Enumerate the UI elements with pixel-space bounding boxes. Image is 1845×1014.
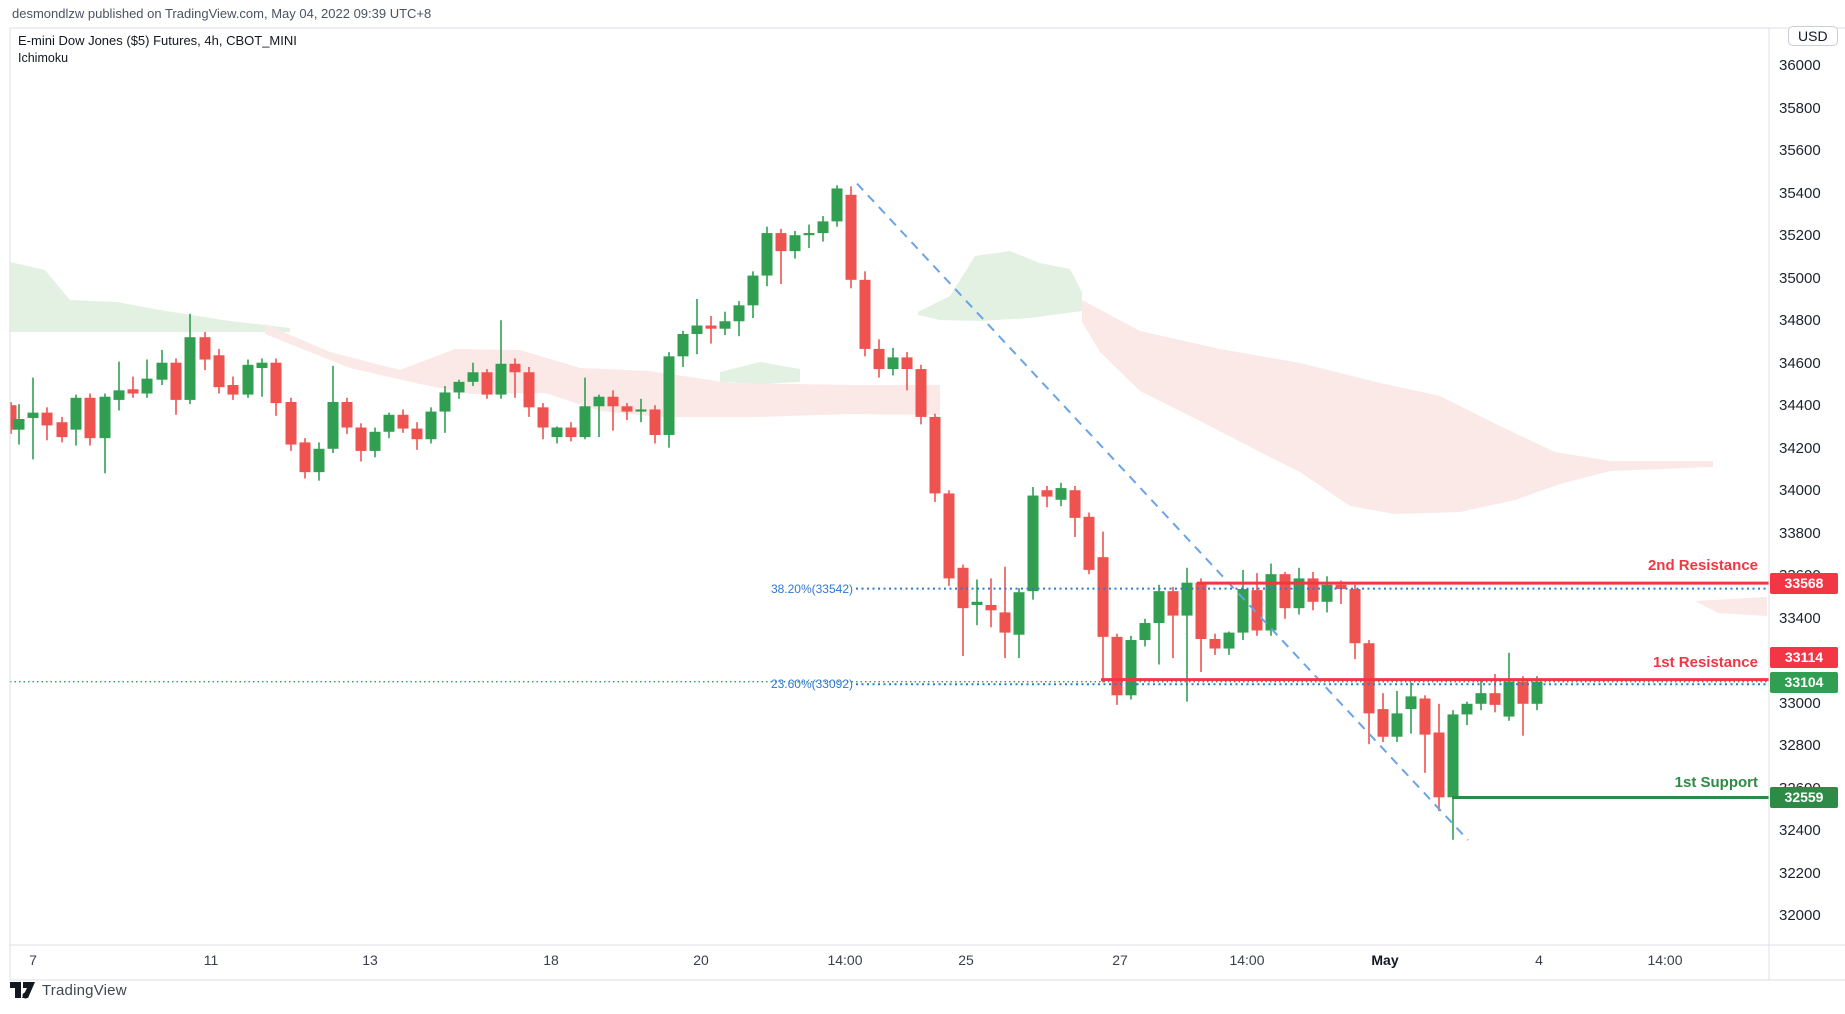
price-badge: 33104 xyxy=(1770,672,1838,694)
price-tick: 32400 xyxy=(1779,822,1821,840)
tradingview-wordmark: TradingView xyxy=(42,982,127,999)
time-tick: 14:00 xyxy=(1229,952,1265,968)
price-tick: 33400 xyxy=(1779,609,1821,627)
price-tick: 34400 xyxy=(1779,397,1821,415)
price-tick: 32000 xyxy=(1779,907,1821,925)
price-tick: 35800 xyxy=(1779,99,1821,117)
price-tick: 36000 xyxy=(1779,57,1821,75)
fib-label-382: 38.20%(33542) xyxy=(770,581,853,596)
currency-badge: USD xyxy=(1788,26,1838,46)
publish-info-text: desmondlzw published on TradingView.com,… xyxy=(12,6,432,21)
price-tick: 33000 xyxy=(1779,694,1821,712)
price-badge: 32559 xyxy=(1770,787,1838,808)
price-tick: 32800 xyxy=(1779,737,1821,755)
price-badge: 33568 xyxy=(1770,572,1838,594)
price-tick: 34600 xyxy=(1779,354,1821,372)
publish-info-bar: desmondlzw published on TradingView.com,… xyxy=(0,0,1845,28)
time-tick: 25 xyxy=(958,952,974,968)
price-tick: 35400 xyxy=(1779,184,1821,202)
time-tick: 4 xyxy=(1535,952,1543,968)
time-tick: May xyxy=(1371,952,1399,968)
price-tick: 35000 xyxy=(1779,269,1821,287)
time-tick: 11 xyxy=(203,952,219,968)
time-tick: 7 xyxy=(29,952,37,968)
time-tick: 20 xyxy=(693,952,709,968)
label-1st-support: 1st Support xyxy=(1674,773,1758,791)
price-tick: 34000 xyxy=(1779,482,1821,500)
time-tick: 13 xyxy=(362,952,378,968)
price-tick: 35200 xyxy=(1779,227,1821,245)
time-tick: 14:00 xyxy=(1647,952,1683,968)
price-badge: 33114 xyxy=(1770,647,1838,669)
price-tick: 32200 xyxy=(1779,864,1821,882)
price-tick: 35600 xyxy=(1779,142,1821,160)
price-tick: 33800 xyxy=(1779,524,1821,542)
price-tick: 34200 xyxy=(1779,439,1821,457)
price-tick: 34800 xyxy=(1779,312,1821,330)
tradingview-logo-icon xyxy=(10,982,35,999)
fib-label-236: 23.60%(33092) xyxy=(770,677,853,692)
time-tick: 18 xyxy=(543,952,559,968)
label-1st-resistance: 1st Resistance xyxy=(1652,653,1758,671)
time-tick: 14:00 xyxy=(827,952,863,968)
time-tick: 27 xyxy=(1112,952,1128,968)
label-2nd-resistance: 2nd Resistance xyxy=(1647,557,1758,575)
footer-logo[interactable]: TradingView xyxy=(10,982,127,999)
